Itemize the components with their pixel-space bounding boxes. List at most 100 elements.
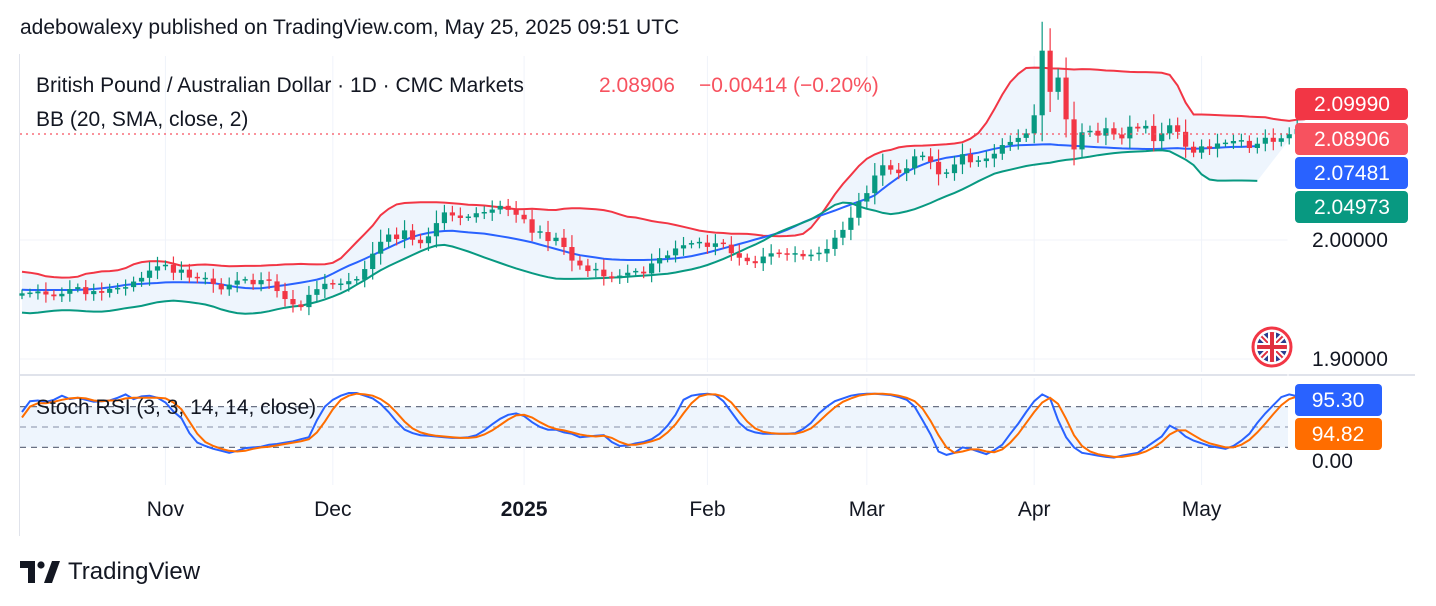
candle[interactable] [465,214,471,221]
candle[interactable] [1127,115,1133,149]
candle-body[interactable] [1175,125,1181,132]
candle-body[interactable] [856,201,862,218]
candle[interactable] [784,248,790,261]
candle-body[interactable] [218,283,224,290]
candle[interactable] [338,278,344,291]
candle[interactable] [1071,101,1077,166]
candle[interactable] [1135,123,1141,132]
candle[interactable] [680,236,687,256]
candle-body[interactable] [712,243,718,247]
candle-body[interactable] [489,209,495,213]
candle[interactable] [186,263,192,283]
candle[interactable] [1055,68,1061,100]
candle[interactable] [19,289,25,300]
candle[interactable] [1031,104,1037,144]
candle[interactable] [832,230,838,256]
candle[interactable] [378,229,384,265]
candle[interactable] [593,262,599,278]
candle[interactable] [314,280,320,303]
tradingview-footer[interactable]: TradingView [20,558,200,586]
candle[interactable] [67,280,73,302]
candle-body[interactable] [1079,132,1085,150]
candle-body[interactable] [1151,125,1157,142]
candle[interactable] [354,276,360,285]
candle[interactable] [1047,28,1053,112]
candle-body[interactable] [505,205,511,210]
candle[interactable] [744,253,750,265]
candle[interactable] [481,206,487,220]
candle[interactable] [194,272,200,284]
candle[interactable] [1190,141,1197,158]
candle-body[interactable] [896,169,902,174]
candle-body[interactable] [1127,126,1133,139]
candle-body[interactable] [720,242,726,245]
candle-body[interactable] [1031,115,1037,134]
candle-body[interactable] [59,293,65,297]
candle-body[interactable] [601,269,607,277]
candle[interactable] [513,201,519,223]
candle-body[interactable] [920,155,926,158]
candle[interactable] [1262,129,1268,152]
candle[interactable] [816,246,822,261]
candle[interactable] [1198,139,1205,159]
candle[interactable] [880,153,886,186]
candle-body[interactable] [393,234,400,240]
candle[interactable] [601,259,607,286]
candle[interactable] [545,220,551,252]
candle[interactable] [35,284,41,300]
candle-body[interactable] [91,291,97,295]
candle[interactable] [768,244,774,265]
candle[interactable] [633,268,639,276]
candle[interactable] [585,258,591,277]
candle-body[interactable] [441,212,448,224]
candle-body[interactable] [625,272,631,276]
candle[interactable] [672,240,679,263]
candle-body[interactable] [425,236,432,244]
candle-body[interactable] [35,291,41,294]
candle[interactable] [991,144,997,168]
candle-body[interactable] [202,277,208,280]
uk-flag-icon[interactable] [1251,326,1293,368]
candle-body[interactable] [83,287,89,295]
candle[interactable] [425,227,432,252]
candle[interactable] [912,149,918,175]
candle[interactable] [975,156,981,167]
candle-body[interactable] [378,241,384,254]
candle[interactable] [1254,137,1260,154]
candle[interactable] [362,260,368,288]
candle-body[interactable] [752,261,758,264]
candle[interactable] [521,210,527,224]
candle-body[interactable] [465,216,471,219]
candle-body[interactable] [194,276,200,279]
candle-body[interactable] [633,270,639,273]
candle-body[interactable] [975,160,981,162]
candle-body[interactable] [130,281,137,288]
candle-body[interactable] [840,229,846,238]
candle-body[interactable] [226,284,232,290]
candle[interactable] [1111,122,1117,140]
candle-body[interactable] [362,269,368,280]
candle[interactable] [393,227,400,246]
candle-body[interactable] [1135,126,1141,129]
candle-body[interactable] [577,260,583,266]
candle-body[interactable] [888,165,894,170]
candle-body[interactable] [1071,119,1077,150]
candle-body[interactable] [473,213,479,218]
candle[interactable] [1119,127,1125,145]
candle-body[interactable] [951,164,958,174]
candle-body[interactable] [657,258,663,264]
candle[interactable] [1270,128,1276,151]
candle[interactable] [322,273,328,299]
candle-body[interactable] [943,172,950,174]
candle[interactable] [1183,119,1189,158]
candle[interactable] [577,255,583,270]
candle-body[interactable] [370,253,376,270]
candle[interactable] [641,266,647,279]
candle-body[interactable] [27,292,33,295]
candle-body[interactable] [354,278,360,281]
candle[interactable] [107,283,113,298]
candle-body[interactable] [664,255,671,259]
candle-body[interactable] [1087,130,1093,133]
candle-body[interactable] [728,244,734,254]
